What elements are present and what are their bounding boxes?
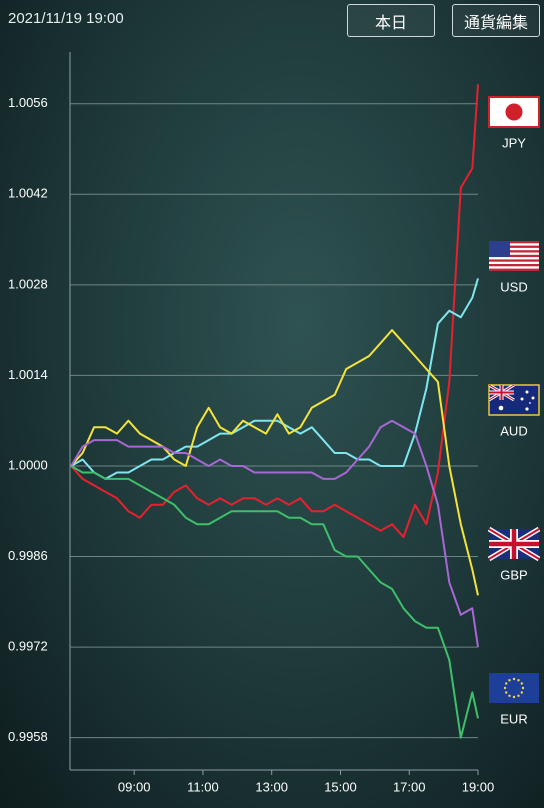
edit-currency-button[interactable]: 通貨編集 (452, 4, 540, 37)
y-tick-label: 1.0042 (8, 186, 48, 201)
flag-jpy[interactable] (488, 96, 540, 128)
x-tick-label: 09:00 (118, 779, 151, 794)
series-line (70, 419, 479, 648)
legend-label: USD (500, 279, 527, 294)
x-tick-label: 13:00 (255, 779, 288, 794)
x-tick-label: 19:00 (462, 779, 495, 794)
series-line (70, 465, 479, 739)
x-tick-label: 15:00 (324, 779, 357, 794)
legend-label: EUR (500, 711, 527, 726)
today-button[interactable]: 本日 (347, 4, 435, 37)
flag-gbp[interactable] (487, 526, 541, 562)
x-tick-label: 17:00 (393, 779, 426, 794)
y-tick-label: 0.9986 (8, 548, 48, 563)
flag-eur[interactable] (489, 673, 539, 703)
y-tick-label: 1.0014 (8, 367, 48, 382)
datetime: 2021/11/19 19:00 (8, 10, 124, 27)
y-tick-label: 1.0056 (8, 95, 48, 110)
flag-usd[interactable] (489, 241, 539, 271)
y-tick-label: 0.9972 (8, 639, 48, 654)
series-line (70, 329, 479, 596)
legend-label: GBP (500, 567, 527, 582)
x-tick-label: 11:00 (187, 779, 219, 794)
y-tick-label: 1.0028 (8, 276, 48, 291)
legend-label: AUD (500, 423, 527, 438)
series-line (70, 278, 479, 480)
flag-aud[interactable] (488, 384, 540, 416)
y-tick-label: 0.9958 (8, 729, 48, 744)
y-tick-label: 1.0000 (8, 457, 48, 472)
legend-label: JPY (502, 135, 526, 150)
series-line (70, 84, 479, 539)
